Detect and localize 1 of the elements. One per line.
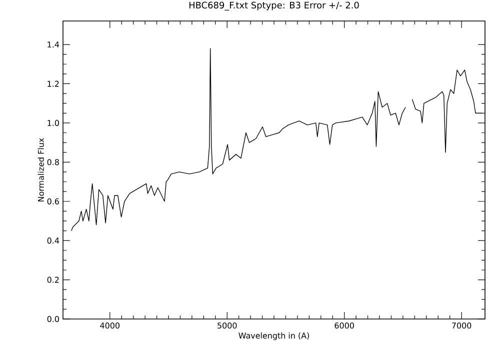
chart-title: HBC689_F.txt Sptype: B3 Error +/- 2.0: [189, 2, 359, 10]
